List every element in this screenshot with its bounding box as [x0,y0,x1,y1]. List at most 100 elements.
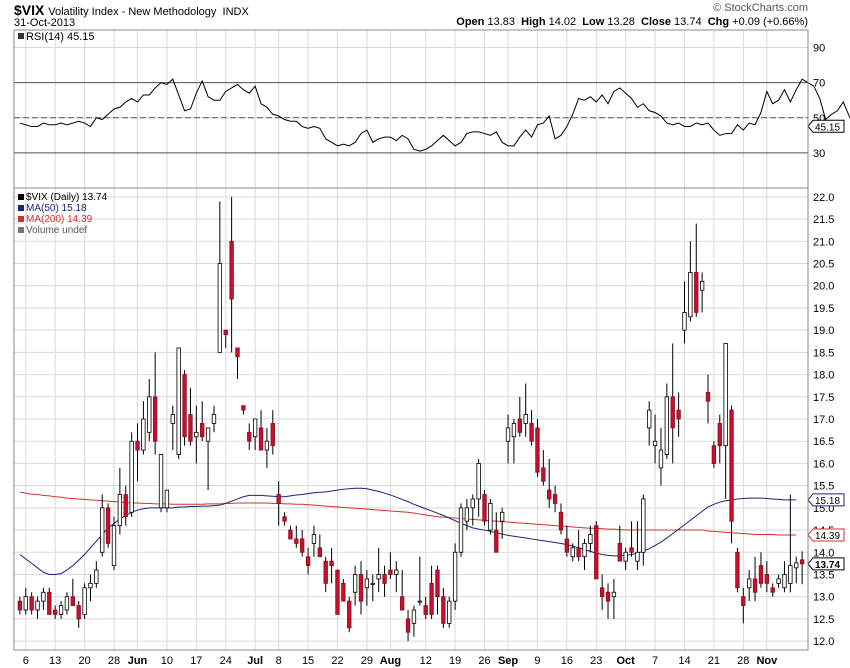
x-tick-label: 24 [220,655,232,667]
candle [282,512,287,526]
candle [452,543,458,611]
candle-body [200,423,205,438]
candle-body [635,551,640,562]
candle [182,370,187,446]
candle-body [570,547,575,558]
candle [300,530,305,557]
candle-body [352,574,358,593]
candle [170,405,175,451]
x-tick-label: 17 [190,655,202,667]
price-legend-label: $VIX (Daily) 13.74 [26,192,108,203]
candle-body [476,463,481,500]
candle [53,605,58,619]
candle-body [523,414,528,424]
candle [405,610,411,642]
rsi-tick-label: 30 [813,148,825,160]
candle-body [135,440,140,451]
x-tick-label: 26 [478,655,490,667]
candle-body [699,280,705,291]
candle-body [223,329,228,335]
candle-body [282,516,287,522]
candle [429,565,434,619]
x-tick-label: 10 [161,655,173,667]
candle [194,405,199,464]
candle [735,547,740,593]
candle [764,561,769,593]
price-last-value-tag [807,528,845,542]
rsi-last-value-tag [807,119,845,133]
candle [523,383,528,437]
candle [264,427,270,468]
candle [105,503,111,548]
rsi-tick-label: 70 [813,78,825,90]
candle [335,569,340,615]
candle-body [799,559,805,565]
candle-body [247,431,252,442]
candle [352,565,358,606]
candle [611,578,617,619]
candle [541,450,546,486]
candle-body [464,507,470,522]
x-tick-label: 9 [534,655,540,667]
candle-body [70,596,75,606]
candle [152,352,158,455]
candle [594,521,599,580]
x-tick-label: 15 [302,655,314,667]
x-tick-label: 28 [108,655,120,667]
x-tick-label: 8 [276,655,282,667]
candle-body [788,565,793,584]
candle [664,383,670,459]
x-tick-label: Aug [380,655,401,667]
candle-body [323,560,328,584]
candle-body [100,507,105,553]
candle [394,561,399,593]
candle-body [129,440,134,513]
candle [441,587,446,628]
candle [100,494,105,557]
symbol-title: $VIX Volatility Index - New Methodology … [14,2,249,18]
candle [558,503,564,535]
candle-body [435,569,440,598]
candle [699,272,705,313]
candle-body [752,578,758,593]
candle [505,414,511,464]
candle [782,561,787,593]
candle [158,454,164,513]
candle [205,427,211,491]
candle [370,574,375,602]
x-tick-label: 7 [652,655,658,667]
candle [211,405,217,433]
candle-body [588,534,593,544]
x-tick-label: 21 [708,655,720,667]
candle-body [641,498,646,553]
candle-body [364,578,370,589]
price-tick-label: 20.5 [813,259,834,271]
candle [741,587,746,624]
x-tick-label: Nov [756,655,778,667]
candle-body [711,445,717,464]
candle [135,423,140,482]
candle-body [305,556,311,566]
candle-body [576,547,581,558]
candle-body [411,609,417,624]
price-legend-swatch [18,227,24,233]
rsi-line [19,78,850,152]
candle-body [447,600,452,624]
candle [758,552,764,588]
candle [388,552,393,579]
price-last-value-label: 13.74 [815,560,840,571]
price-tick-label: 19.0 [813,325,834,337]
x-tick-label: 20 [78,655,90,667]
price-legend-label: MA(200) 14.39 [26,214,93,225]
candle-body [529,423,534,442]
candle-body [141,418,146,451]
candle-body [694,272,699,313]
price-last-value-tag [807,493,845,507]
candle [317,534,323,558]
x-tick-label: Oct [617,655,636,667]
candle [247,423,252,451]
price-tick-label: 13.5 [813,569,834,581]
candle-body [94,569,99,584]
x-tick-label: 16 [561,655,573,667]
price-tick-label: 12.5 [813,614,834,626]
